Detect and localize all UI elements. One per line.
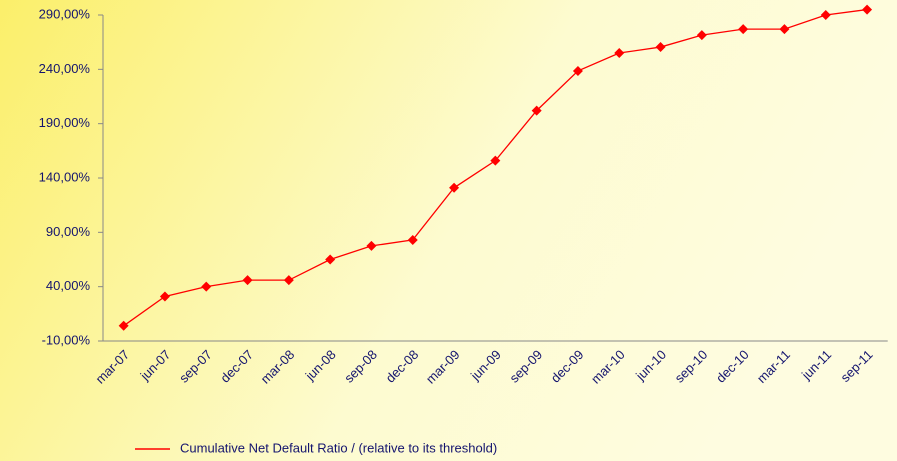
- data-point: [449, 182, 460, 193]
- legend-label: Cumulative Net Default Ratio / (relative…: [180, 440, 497, 455]
- data-point: [572, 65, 583, 76]
- data-point: [820, 10, 831, 20]
- data-point: [531, 105, 542, 116]
- data-point: [779, 24, 790, 35]
- y-tick-label: 190,00%: [39, 115, 91, 130]
- data-point: [738, 24, 749, 35]
- data-point: [862, 4, 873, 15]
- y-tick-label: 40,00%: [46, 278, 91, 293]
- data-point: [696, 30, 707, 41]
- data-point: [325, 254, 336, 265]
- data-point: [242, 275, 253, 286]
- data-point: [159, 291, 170, 302]
- data-point: [655, 42, 666, 53]
- data-point: [283, 275, 294, 286]
- data-point: [201, 281, 212, 292]
- y-tick-label: 240,00%: [39, 61, 91, 76]
- data-point: [614, 48, 625, 59]
- data-point: [407, 234, 418, 245]
- y-tick-label: 290,00%: [39, 6, 91, 21]
- data-point: [366, 240, 377, 251]
- y-tick-label: -10,00%: [42, 332, 91, 347]
- y-tick-label: 140,00%: [39, 169, 91, 184]
- data-point: [490, 155, 501, 166]
- y-tick-label: 90,00%: [46, 224, 91, 239]
- data-point: [118, 320, 129, 331]
